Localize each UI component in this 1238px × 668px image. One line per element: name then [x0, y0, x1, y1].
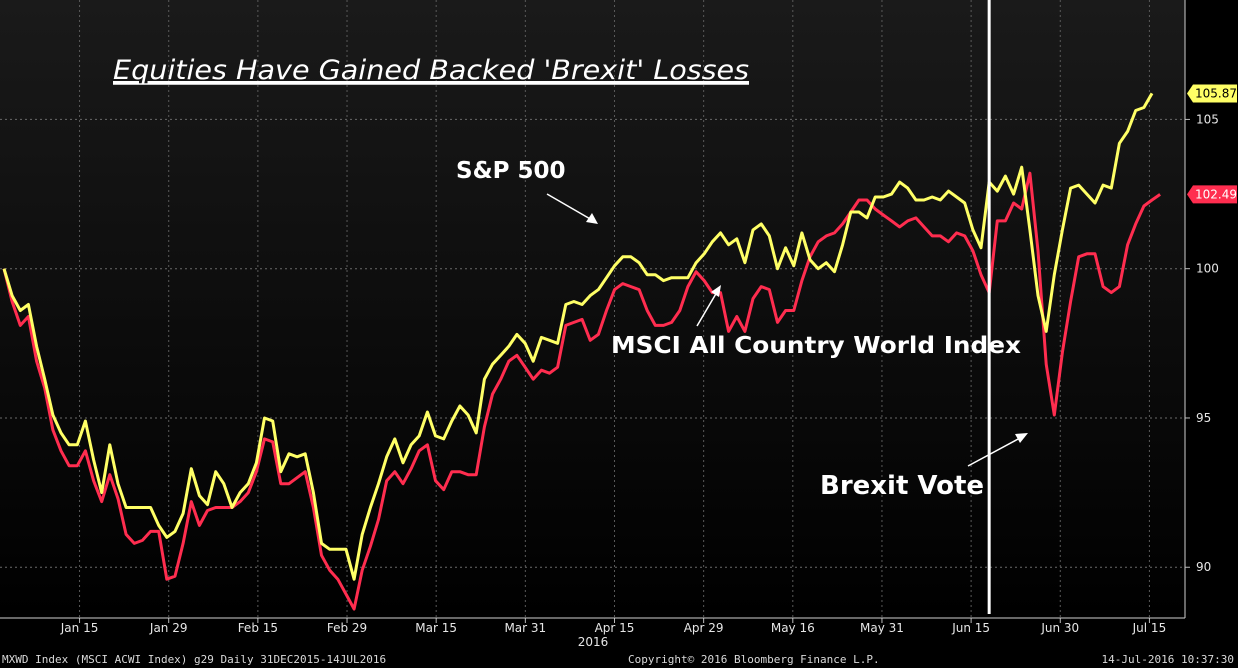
x-tick-label: Jan 15 — [60, 621, 99, 635]
x-tick-label: May 16 — [771, 621, 815, 635]
footer: MXWD Index (MSCI ACWI Index) g29 Daily 3… — [0, 652, 1238, 668]
chart-title: Equities Have Gained Backed 'Brexit' Los… — [113, 55, 749, 86]
msci-label: MSCI All Country World Index — [611, 333, 1021, 359]
x-tick-label: Mar 15 — [415, 621, 457, 635]
badge-shape — [1187, 185, 1237, 204]
msci-last-value-badge: 102.49 — [1187, 185, 1237, 204]
brexit-arrowhead — [1015, 433, 1028, 443]
x-tick-label: Jul 15 — [1132, 621, 1167, 635]
x-tick-label: Mar 31 — [504, 621, 546, 635]
msci-arrowhead — [711, 285, 721, 297]
msci-acwi-line — [2, 171, 1161, 611]
x-tick-label: Jan 29 — [149, 621, 188, 635]
x-tick-label: Apr 15 — [595, 621, 635, 635]
plot-background — [0, 0, 1185, 618]
msci-arrow — [696, 291, 718, 327]
footer-copyright: Copyright© 2016 Bloomberg Finance L.P. — [628, 653, 880, 666]
brexit-vote-label: Brexit Vote — [820, 471, 984, 501]
sp500-last-value-badge: 105.87 — [1187, 84, 1237, 103]
x-tick-label: Jun 15 — [951, 621, 990, 635]
badge-text: 105.87 — [1195, 86, 1237, 100]
chart-canvas: 90 95 100 105 Jan 15 Jan 29 Feb 15 Feb 29 Mar 15… — [0, 0, 1237, 649]
x-tick-label: Apr 29 — [684, 621, 724, 635]
series-layer — [2, 92, 1161, 611]
y-tick-label: 100 — [1196, 262, 1219, 276]
annotations: Equities Have Gained Backed 'Brexit' Los… — [113, 55, 1028, 501]
axes: 90 95 100 105 Jan 15 Jan 29 Feb 15 Feb 29 Mar 15… — [0, 0, 1237, 649]
badge-shape — [1187, 84, 1237, 103]
y-tick-label: 105 — [1196, 112, 1219, 126]
x-tick-label: Jun 30 — [1040, 621, 1079, 635]
brexit-arrow — [967, 437, 1021, 467]
grid — [0, 0, 1185, 618]
y-tick-label: 90 — [1196, 560, 1211, 574]
x-tick-label: Feb 15 — [238, 621, 278, 635]
sp500-arrow — [546, 193, 593, 221]
sp500-line — [2, 92, 1154, 581]
footer-left: MXWD Index (MSCI ACWI Index) g29 Daily 3… — [2, 653, 387, 666]
sp500-arrowhead — [586, 213, 598, 224]
x-tick-label: Feb 29 — [327, 621, 367, 635]
sp500-label: S&P 500 — [456, 158, 566, 184]
footer-timestamp: 14-Jul-2016 10:37:30 — [1101, 653, 1234, 666]
x-axis-title: 2016 — [578, 635, 609, 649]
y-tick-label: 95 — [1196, 411, 1211, 425]
badge-text: 102.49 — [1195, 187, 1237, 201]
x-tick-label: May 31 — [860, 621, 904, 635]
